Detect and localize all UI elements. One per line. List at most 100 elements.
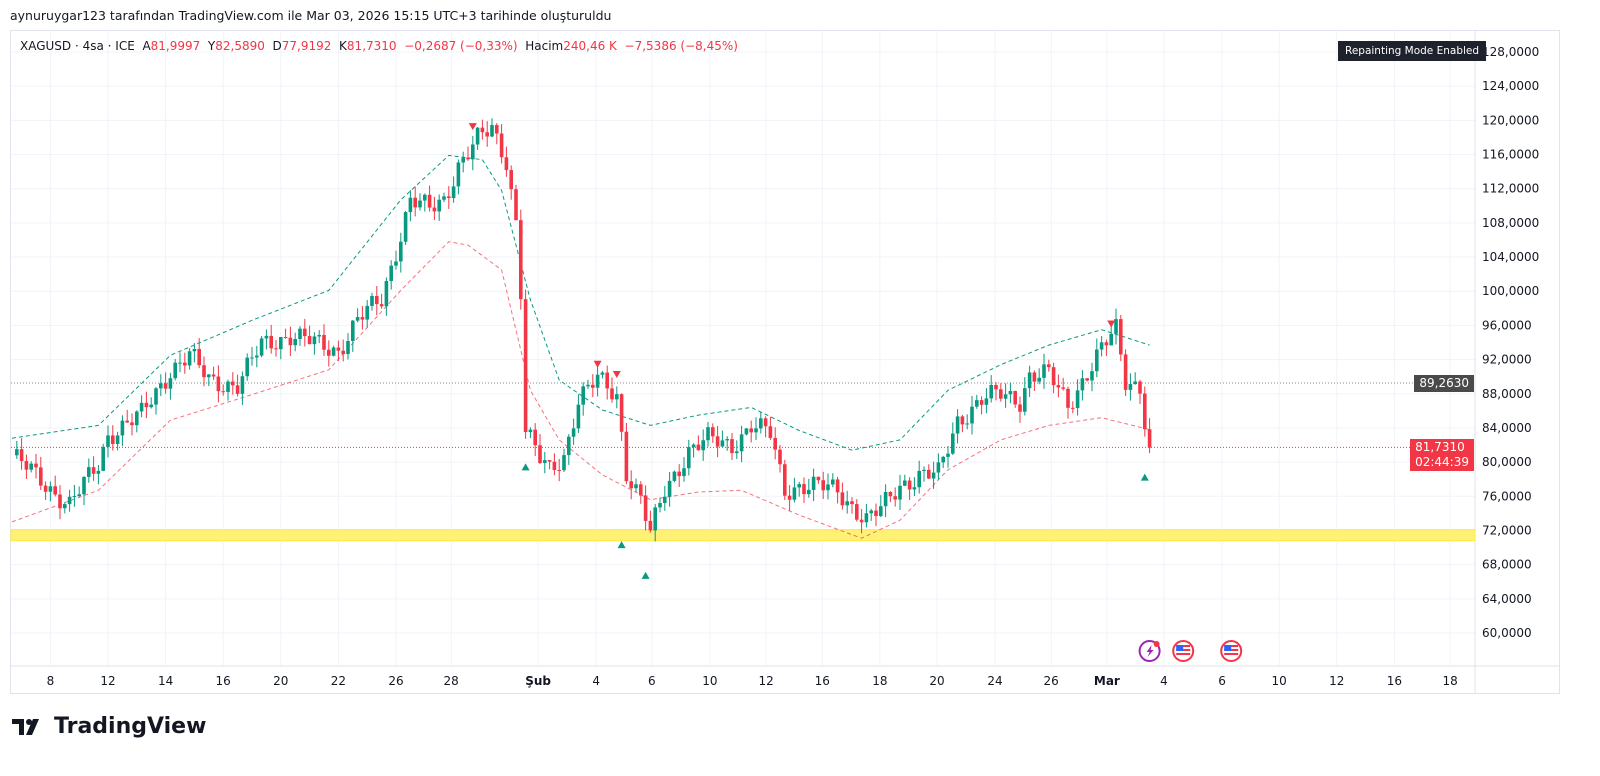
x-tick-label: 24 <box>987 674 1002 688</box>
symbol-label[interactable]: XAGUSD · 4sa · ICE <box>20 39 135 53</box>
candle-body <box>207 374 211 378</box>
candle-body <box>595 374 600 388</box>
candle-body <box>480 127 485 133</box>
candle-body <box>696 444 701 451</box>
buy-signal-marker <box>521 463 530 471</box>
candle-body <box>1085 378 1089 381</box>
candle-body <box>471 144 475 160</box>
candle-body <box>576 404 581 429</box>
candle-body <box>797 484 801 488</box>
y-tick-label: 104,0000 <box>1482 250 1539 264</box>
x-tick-label: 26 <box>388 674 403 688</box>
candle-body <box>1018 404 1022 412</box>
candle-body <box>360 317 365 320</box>
candle-body <box>197 349 201 366</box>
candle-body <box>418 200 422 208</box>
candle-body <box>586 384 590 387</box>
candle-body <box>365 305 369 320</box>
candle-body <box>96 470 101 474</box>
candle-body <box>461 157 465 163</box>
buy-signal-marker <box>641 571 650 579</box>
x-tick-label: Mar <box>1094 674 1120 688</box>
x-tick-label: 4 <box>592 674 600 688</box>
candle-body <box>519 220 523 300</box>
candle-body <box>874 510 878 517</box>
chart-frame[interactable] <box>10 30 1560 694</box>
candle-body <box>1123 354 1128 390</box>
candle-body <box>394 261 398 266</box>
candle-body <box>87 467 91 477</box>
lightning-glyph <box>1146 645 1154 657</box>
candle-body <box>1095 349 1099 372</box>
y-tick-label: 124,0000 <box>1482 79 1539 93</box>
candle-body <box>701 440 705 451</box>
candle-body <box>571 428 576 437</box>
y-tick-label: 120,0000 <box>1482 113 1539 127</box>
candle-body <box>773 437 777 450</box>
candle-body <box>1138 381 1142 394</box>
y-tick-label: 68,0000 <box>1482 558 1532 572</box>
sell-signal-marker <box>593 360 602 368</box>
ohlc-legend: XAGUSD · 4sa · ICE A81,9997 Y82,5890 D77… <box>20 39 738 53</box>
x-tick-label: 6 <box>1218 674 1226 688</box>
candle-body <box>591 384 595 388</box>
candle-body <box>955 416 960 434</box>
upper-band <box>11 154 1150 451</box>
candle-body <box>845 501 849 506</box>
candle-body <box>1032 372 1037 382</box>
candle-body <box>821 480 825 491</box>
candle-body <box>466 157 470 160</box>
candle-body <box>1133 381 1137 385</box>
candle-body <box>24 461 29 470</box>
candle-body <box>231 381 235 386</box>
candle-body <box>989 384 993 399</box>
candle-body <box>975 400 979 407</box>
candle-body <box>946 453 950 457</box>
y-tick-label: 100,0000 <box>1482 284 1539 298</box>
x-tick-label: 20 <box>273 674 288 688</box>
candle-body <box>101 446 105 471</box>
candle-body <box>855 504 859 520</box>
candle-body <box>994 384 998 390</box>
change-value: −0,2687 (−0,33%) <box>404 39 518 53</box>
x-tick-label: 10 <box>702 674 717 688</box>
tradingview-logo[interactable]: TradingView <box>12 714 206 739</box>
y-tick-label: 84,0000 <box>1482 421 1532 435</box>
candle-body <box>528 429 533 433</box>
candle-body <box>763 418 768 427</box>
candle-body <box>154 388 158 405</box>
candle-body <box>687 447 691 469</box>
candle-body <box>427 194 432 208</box>
candle-body <box>322 334 326 350</box>
candle-body <box>178 362 182 364</box>
last-price-label: 81,7310 02:44:39 <box>1410 439 1474 472</box>
y-tick-label: 108,0000 <box>1482 216 1539 230</box>
candle-body <box>485 132 489 137</box>
candle-body <box>850 501 854 505</box>
candle-body <box>720 440 725 447</box>
candle-body <box>735 451 739 454</box>
candle-body <box>475 127 480 145</box>
candle-body <box>648 520 653 531</box>
candle-body <box>941 456 945 463</box>
candle-body <box>807 489 811 495</box>
candle-body <box>907 480 912 490</box>
candle-body <box>298 328 302 340</box>
high-value: 82,5890 <box>215 39 265 53</box>
candle-body <box>259 338 264 356</box>
candle-body <box>610 388 614 400</box>
candle-body <box>619 394 624 432</box>
candle-body <box>269 335 273 349</box>
candle-body <box>965 423 969 425</box>
candle-body <box>979 400 984 405</box>
candle-body <box>792 487 797 500</box>
candle-body <box>336 347 341 351</box>
repainting-mode-badge: Repainting Mode Enabled <box>1338 41 1487 61</box>
candle-body <box>759 418 763 429</box>
candle-body <box>423 194 427 201</box>
candle-body <box>235 385 240 394</box>
candle-body <box>346 340 350 355</box>
candle-body <box>67 496 72 505</box>
candle-body <box>783 464 787 496</box>
